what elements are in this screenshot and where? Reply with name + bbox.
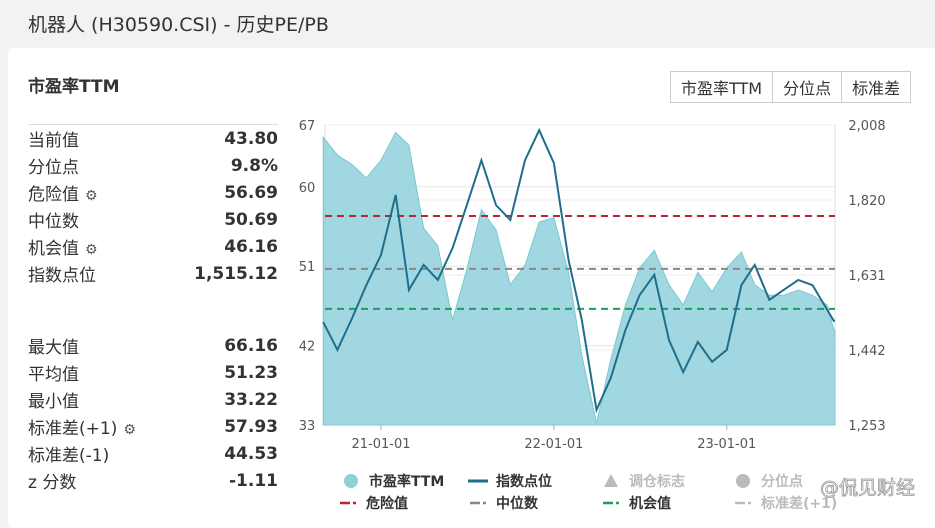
legend-item[interactable]: 中位数 — [496, 495, 539, 512]
right-tick-label: 1,631 — [848, 269, 885, 284]
x-tick-label: 23-01-01 — [697, 437, 756, 452]
legend-item[interactable]: 分位点 — [761, 473, 803, 490]
right-tick-label: 1,442 — [848, 344, 885, 359]
legend-item[interactable]: 机会值 — [629, 495, 671, 512]
right-tick-label: 1,253 — [848, 419, 885, 434]
left-tick-label: 33 — [299, 419, 316, 434]
pe-area — [323, 132, 835, 425]
x-tick-label: 21-01-01 — [351, 437, 410, 452]
legend-item[interactable]: 指数点位 — [496, 473, 552, 490]
left-tick-label: 67 — [299, 119, 316, 134]
left-tick-label: 42 — [299, 340, 316, 355]
left-tick-label: 51 — [299, 260, 316, 275]
legend-circle-icon — [736, 474, 750, 488]
legend-circle-icon — [344, 474, 358, 488]
right-tick-label: 2,008 — [848, 119, 885, 134]
x-tick-label: 22-01-01 — [524, 437, 583, 452]
legend-triangle-icon — [604, 474, 618, 487]
legend-item[interactable]: 市盈率TTM — [369, 473, 444, 490]
right-tick-label: 1,820 — [848, 194, 885, 209]
watermark: @侃见财经 — [820, 477, 915, 499]
left-tick-label: 60 — [299, 181, 316, 196]
legend-item[interactable]: 调仓标志 — [629, 473, 685, 490]
legend-item[interactable]: 危险值 — [365, 495, 408, 512]
